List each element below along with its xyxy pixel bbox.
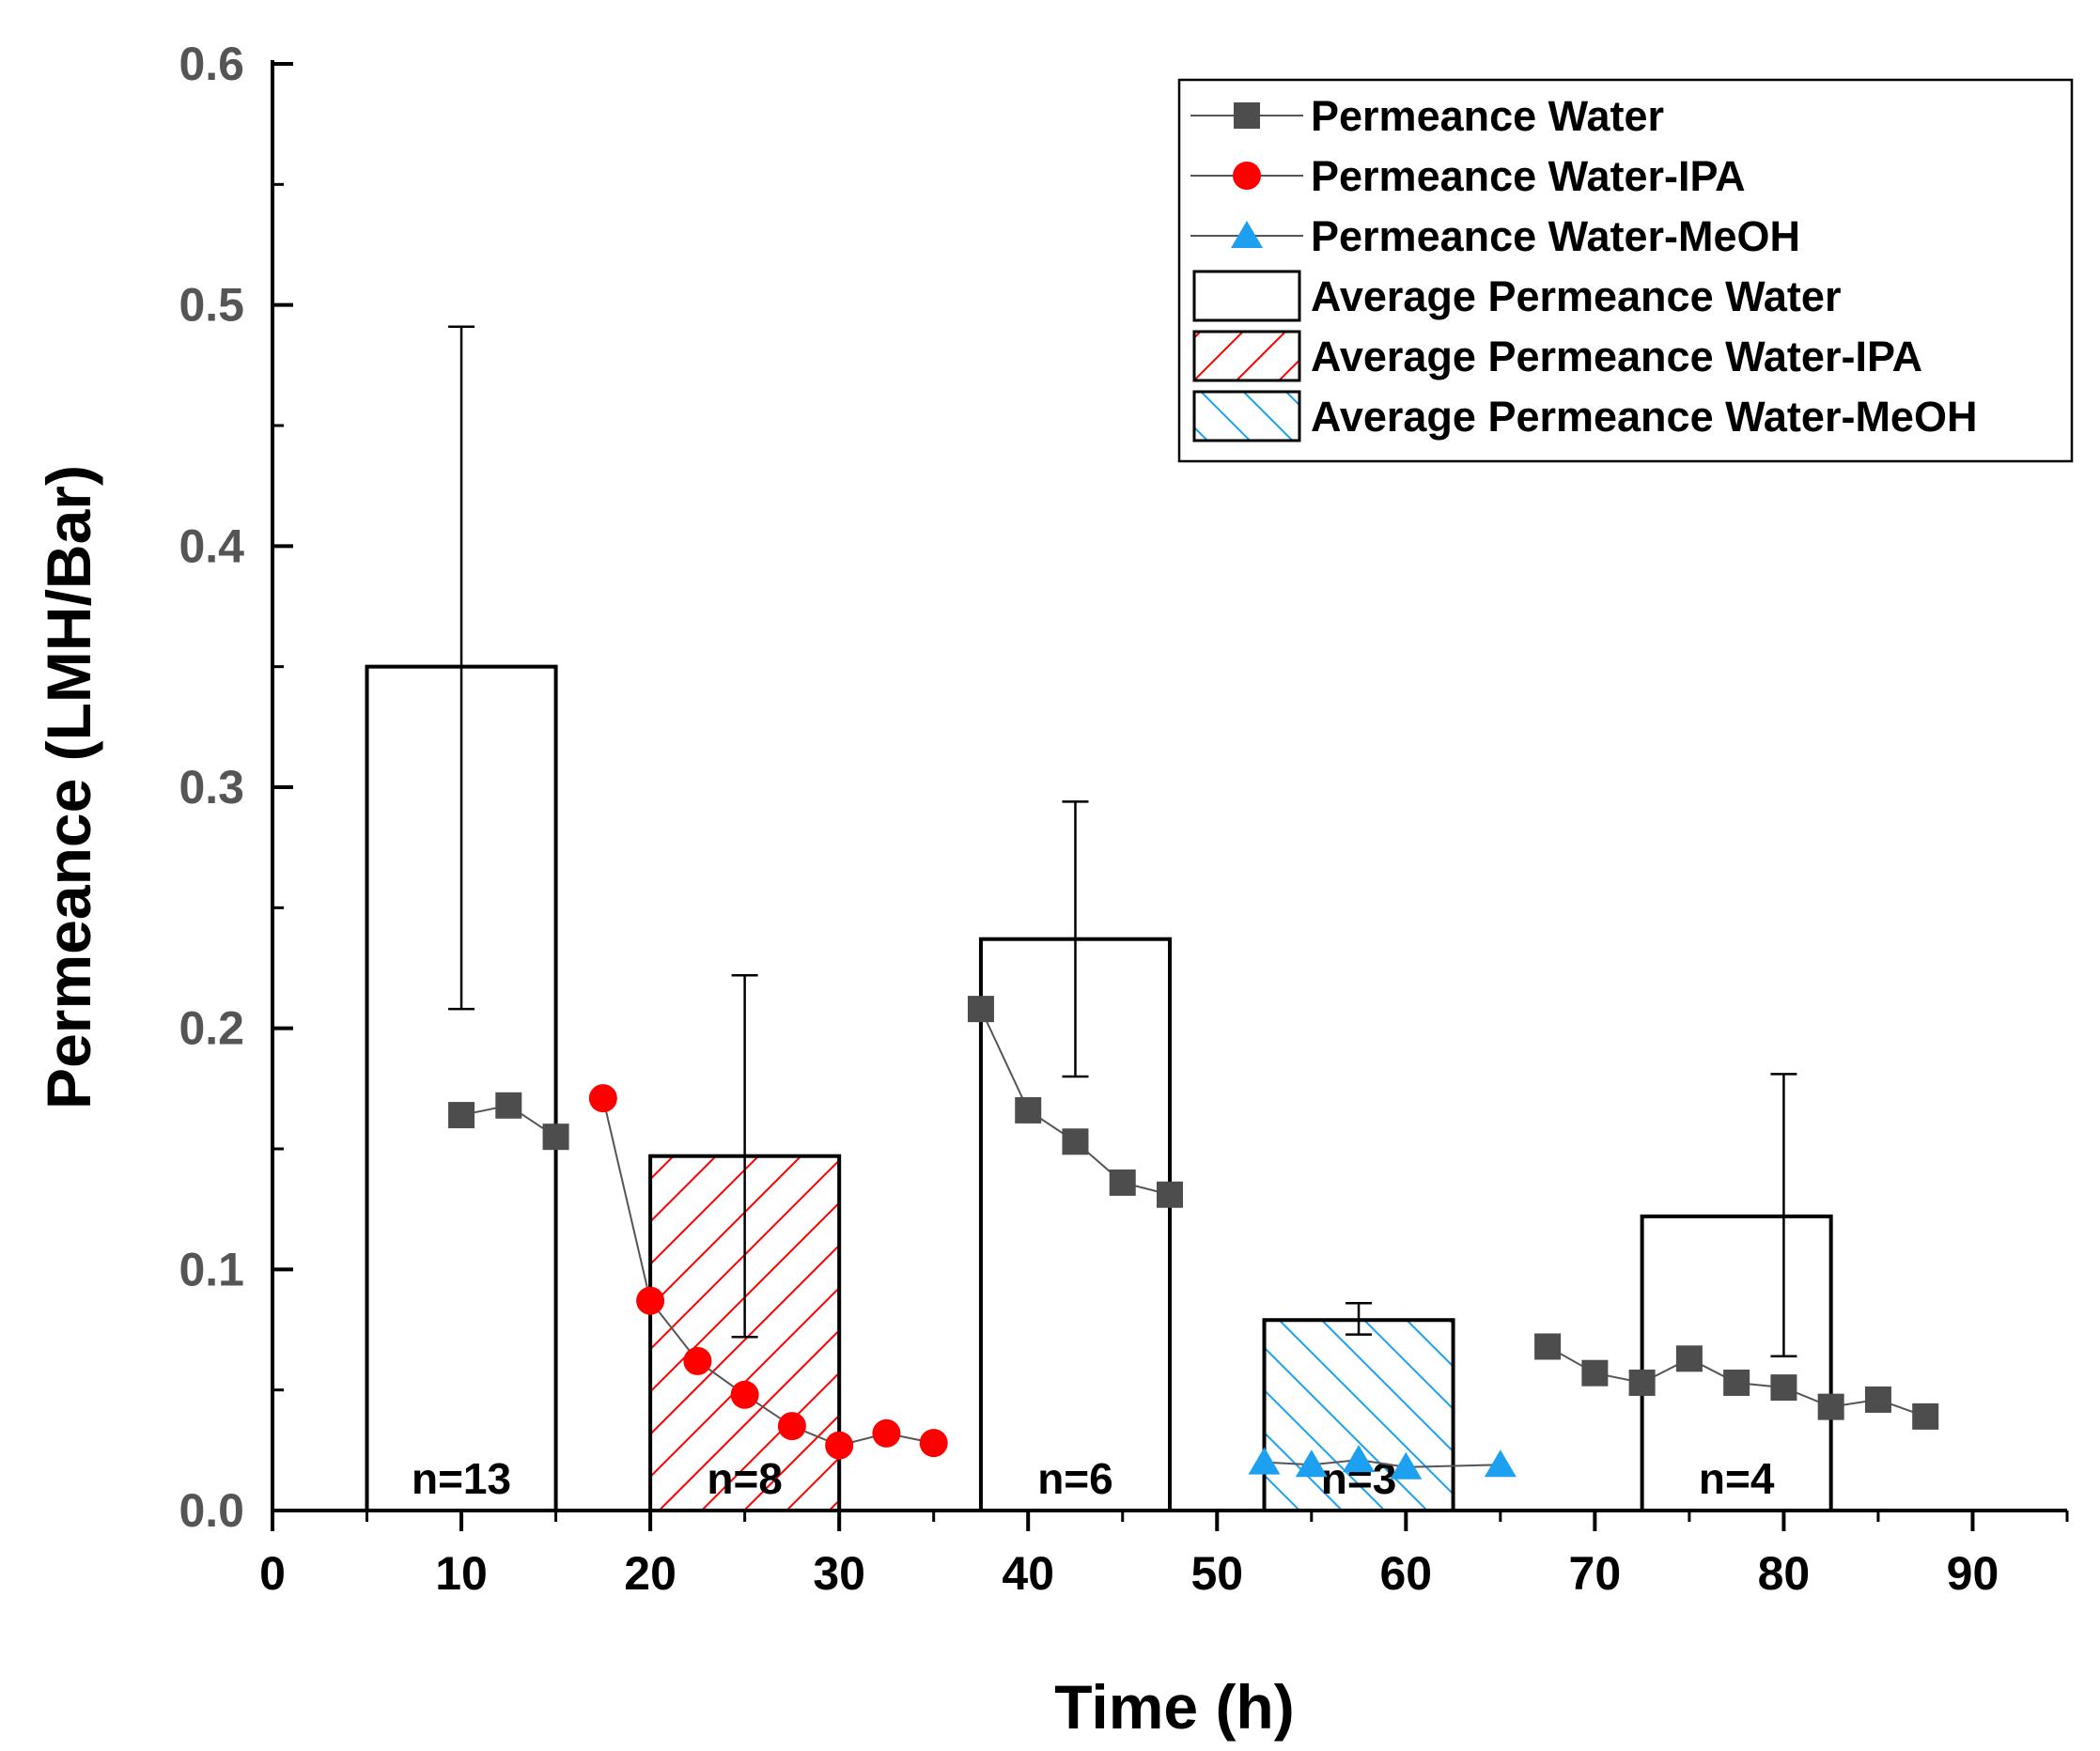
permeance-water-point — [1109, 1169, 1136, 1196]
error-bars-layer — [448, 325, 1797, 1357]
x-tick-label: 80 — [1758, 1547, 1811, 1600]
x-tick-label: 90 — [1947, 1547, 1999, 1600]
permeance-water-meoh-point — [1390, 1451, 1423, 1480]
permeance-water-ipa-point — [777, 1412, 806, 1441]
legend-label-average-permeance-water-ipa: Average Permeance Water-IPA — [1311, 333, 1922, 380]
permeance-water-point — [1534, 1333, 1562, 1360]
permeance-water-point — [1864, 1386, 1891, 1413]
permeance-water-point — [1062, 1128, 1089, 1155]
legend-label-permeance-water-ipa: Permeance Water-IPA — [1311, 152, 1746, 200]
permeance-water-ipa-point — [825, 1431, 854, 1460]
y-tick-label: 0.5 — [179, 279, 244, 332]
permeance-water-point — [495, 1092, 522, 1119]
bars-layer: n=13 n=8 n=6 n=3 n=4 — [365, 664, 1833, 1513]
y-tick-label: 0.4 — [179, 519, 244, 572]
legend-label-average-permeance-water-meoh: Average Permeance Water-MeOH — [1311, 393, 1977, 441]
permeance-water-ipa-point — [730, 1380, 759, 1409]
bar-count-label: n=6 — [1037, 1454, 1113, 1503]
permeance-water-point — [448, 1102, 475, 1129]
legend-label-permeance-water-meoh: Permeance Water-MeOH — [1311, 212, 1800, 260]
permeance-water-point — [542, 1123, 569, 1151]
bar-count-label: n=13 — [412, 1454, 511, 1503]
bar-count-label: n=8 — [707, 1454, 783, 1503]
legend-box — [1177, 78, 2074, 463]
x-tick-label: 40 — [1002, 1547, 1054, 1600]
permeance-water-meoh-point — [1248, 1447, 1281, 1475]
permeance-water-ipa-point — [919, 1429, 948, 1458]
x-tick-label: 10 — [435, 1547, 488, 1600]
y-tick-label: 0.6 — [179, 38, 244, 90]
permeance-water-point — [1628, 1369, 1656, 1396]
permeance-water-ipa-point — [588, 1084, 617, 1113]
permeance-water-point — [1581, 1359, 1609, 1387]
legend-marker-permeance-water-meoh — [1231, 221, 1263, 248]
x-tick-label: 0 — [259, 1547, 286, 1600]
bar-count-label: n=4 — [1699, 1454, 1775, 1503]
axes-layer: 0.0 0.1 0.2 0.3 0.4 0.5 0.6 0 10 20 30 40 50 60 70 80 90… — [34, 38, 2069, 1742]
x-tick-label: 20 — [624, 1547, 677, 1600]
x-tick-label: 30 — [813, 1547, 865, 1600]
permeance-water-meoh-point — [1295, 1449, 1328, 1478]
series-layer — [448, 996, 1939, 1480]
legend-swatch-average-permeance-water-meoh — [1192, 390, 1301, 442]
legend: Permeance Water Permeance Water-IPA Permea… — [1177, 78, 2074, 463]
x-axis-title: Time (h) — [1054, 1672, 1294, 1742]
y-tick-label: 0.3 — [179, 761, 244, 814]
permeance-water-point — [1912, 1402, 1939, 1430]
permeance-water-ipa-point — [683, 1346, 712, 1375]
permeance-water-ipa-point — [636, 1286, 665, 1315]
legend-marker-permeance-water — [1234, 102, 1260, 129]
bar-4 — [1262, 1318, 1455, 1512]
y-tick-label: 0.2 — [179, 1002, 244, 1055]
permeance-water-point — [967, 996, 994, 1023]
y-axis-title: Permeance (LMH/Bar) — [34, 465, 103, 1109]
permeance-water-meoh-point — [1484, 1449, 1517, 1478]
y-tick-label: 0.0 — [179, 1484, 244, 1537]
legend-label-permeance-water: Permeance Water — [1311, 92, 1664, 140]
x-tick-label: 70 — [1569, 1547, 1622, 1600]
permeance-water-point — [1157, 1181, 1183, 1208]
x-tick-label: 50 — [1190, 1547, 1243, 1600]
legend-marker-permeance-water-ipa — [1233, 162, 1261, 190]
x-tick-label: 60 — [1380, 1547, 1433, 1600]
permeance-water-meoh-point — [1343, 1445, 1376, 1473]
legend-label-average-permeance-water: Average Permeance Water — [1311, 272, 1841, 320]
permeance-water-ipa-point — [872, 1418, 901, 1448]
permeance-water-point — [1723, 1369, 1750, 1396]
permeance-water-point — [1817, 1393, 1844, 1420]
y-tick-label: 0.1 — [179, 1243, 244, 1295]
permeance-water-point — [1015, 1096, 1042, 1123]
permeance-water-point — [1770, 1374, 1797, 1402]
permeance-water-point — [1675, 1345, 1703, 1372]
legend-swatch-average-permeance-water — [1192, 270, 1301, 322]
legend-swatch-average-permeance-water-ipa — [1192, 330, 1301, 382]
